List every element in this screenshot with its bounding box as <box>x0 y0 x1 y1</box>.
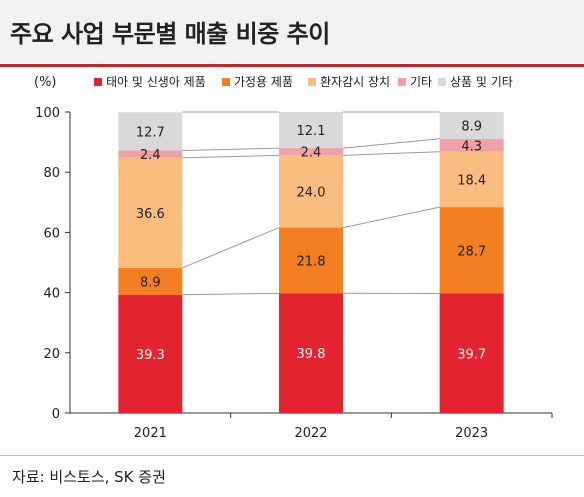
bottom-rule <box>0 455 584 456</box>
data-label: 2.4 <box>140 148 161 163</box>
data-label: 4.3 <box>461 139 482 154</box>
connector-line <box>182 292 280 296</box>
data-label: 39.8 <box>297 347 326 362</box>
connector-line <box>342 138 440 149</box>
bar-segment <box>279 227 343 294</box>
data-label: 24.0 <box>297 185 326 200</box>
bar-segment <box>118 112 183 151</box>
bar-segment <box>118 150 183 158</box>
legend-swatch <box>308 78 316 86</box>
y-tick-label: 60 <box>43 226 60 241</box>
legend-label: 상품 및 기타 <box>450 75 513 89</box>
bar-segment <box>279 155 343 228</box>
page-title: 주요 사업 부문별 매출 비중 추이 <box>10 20 330 48</box>
data-label: 28.7 <box>457 244 486 259</box>
y-tick-label: 100 <box>35 106 60 121</box>
data-label: 8.9 <box>461 119 482 134</box>
data-label: 18.4 <box>457 173 486 188</box>
bar-segment <box>279 293 343 413</box>
bar-segment <box>439 293 504 413</box>
bar-segment <box>439 138 504 152</box>
legend-label: 기타 <box>410 75 432 89</box>
connector-line <box>182 154 280 159</box>
legend-swatch <box>398 78 406 86</box>
bar-segment <box>439 207 504 294</box>
legend-swatch <box>222 78 230 86</box>
title-bar: 주요 사업 부문별 매출 비중 추이 <box>0 0 584 64</box>
legend-label: 태아 및 신생아 제품 <box>106 75 206 89</box>
connector-line <box>342 206 440 229</box>
data-label: 39.3 <box>136 348 165 363</box>
bar-segment <box>439 151 504 208</box>
title-rule <box>0 64 584 67</box>
connector-line <box>182 227 280 269</box>
legend-label: 가정용 제품 <box>234 75 293 89</box>
y-tick-label: 0 <box>52 407 60 422</box>
bar-segment <box>439 112 504 139</box>
bar-segment <box>279 112 343 149</box>
data-label: 12.7 <box>136 125 165 140</box>
data-label: 39.7 <box>457 347 486 362</box>
data-label: 8.9 <box>140 275 161 290</box>
x-tick-label: 2021 <box>134 426 167 441</box>
bar-segment <box>279 148 343 156</box>
source-note: 자료: 비스토스, SK 증권 <box>12 468 166 486</box>
y-tick-label: 40 <box>43 287 60 302</box>
bar-segment <box>118 267 183 295</box>
stacked-bar-chart: (%) 태아 및 신생아 제품 가정용 제품 환자감시 장치 기타 상품 및 기타 0 20 4… <box>34 75 553 441</box>
legend-label: 환자감시 장치 <box>320 75 390 89</box>
x-tick-label: 2022 <box>294 426 327 441</box>
data-label: 36.6 <box>136 207 165 222</box>
data-label: 21.8 <box>297 254 326 269</box>
y-tick-label: 20 <box>43 347 60 362</box>
y-tick-label: 80 <box>43 166 60 181</box>
legend-swatch <box>438 78 446 86</box>
connector-line <box>342 151 440 156</box>
data-label: 12.1 <box>297 124 326 139</box>
bar-segment <box>118 294 183 413</box>
legend-swatch <box>94 78 102 86</box>
connector-line <box>182 147 280 152</box>
y-unit-label: (%) <box>34 75 57 90</box>
bar-segment <box>118 157 183 268</box>
data-label: 2.4 <box>301 146 322 161</box>
x-tick-label: 2023 <box>455 426 488 441</box>
